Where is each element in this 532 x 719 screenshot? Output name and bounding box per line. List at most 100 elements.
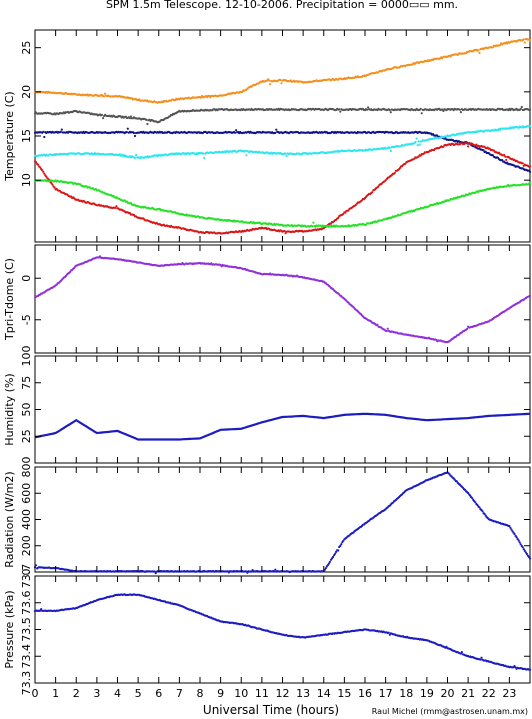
data-point — [420, 112, 423, 115]
series-navy — [33, 127, 532, 173]
x-tick-label: 2 — [73, 687, 80, 700]
series-blue — [34, 412, 531, 441]
data-point — [393, 171, 396, 174]
data-point — [416, 144, 419, 147]
data-point — [339, 110, 342, 113]
data-point — [337, 549, 340, 552]
data-point — [415, 137, 418, 140]
y-tick-label: 25 — [20, 41, 33, 55]
data-point — [517, 539, 520, 542]
data-point — [274, 568, 277, 571]
data-point — [235, 129, 238, 132]
data-point — [340, 543, 343, 546]
data-point — [51, 183, 54, 186]
data-point — [43, 172, 46, 175]
y-tick-label: 200 — [20, 535, 33, 556]
data-point — [60, 128, 63, 131]
y-axis-label: Radiation (W/m2) — [3, 471, 16, 567]
data-point — [146, 122, 149, 126]
panel-1: -5 0 Tpri-Tdome (C) — [3, 244, 532, 354]
data-point — [329, 222, 333, 225]
data-point — [528, 125, 532, 128]
data-point — [114, 206, 117, 209]
data-point — [126, 127, 129, 130]
data-point — [42, 130, 45, 133]
data-point — [366, 108, 369, 111]
data-point — [513, 532, 516, 536]
data-point — [43, 135, 46, 139]
data-point — [371, 191, 374, 194]
data-point — [481, 510, 484, 513]
y-tick-label: 15 — [20, 129, 33, 143]
data-point — [268, 79, 271, 82]
data-point — [115, 205, 118, 208]
data-point — [133, 156, 137, 159]
x-tick-label: 4 — [114, 687, 121, 700]
series-blue — [33, 593, 532, 671]
data-point — [269, 83, 272, 86]
data-point — [386, 327, 389, 330]
data-point — [45, 175, 48, 178]
data-point — [459, 111, 462, 114]
series-line — [34, 412, 531, 441]
y-tick-label: 73.6 — [20, 591, 33, 616]
data-point — [414, 140, 417, 144]
y-axis-label: Tpri-Tdome (C) — [3, 258, 16, 341]
data-point — [479, 658, 482, 661]
x-tick-label: 15 — [337, 687, 351, 700]
x-tick-label: 18 — [399, 687, 413, 700]
data-point — [528, 557, 532, 560]
data-point — [337, 216, 340, 219]
x-tick-label: 5 — [135, 687, 142, 700]
data-point — [202, 152, 205, 155]
y-tick-label: 73.4 — [20, 644, 33, 669]
y-tick-label: 600 — [20, 483, 33, 504]
y-tick-label: 10 — [20, 173, 33, 187]
data-point — [37, 163, 40, 166]
x-tick-label: 0 — [32, 687, 39, 700]
y-tick-label: 800 — [20, 457, 33, 478]
panel-frame — [34, 575, 531, 684]
y-tick-label: 100 — [20, 346, 33, 367]
data-point — [133, 134, 137, 138]
data-point — [285, 154, 288, 157]
x-tick-label: 21 — [461, 687, 475, 700]
data-point — [419, 154, 422, 157]
data-point — [528, 668, 532, 671]
data-point — [275, 128, 278, 131]
x-tick-label: 8 — [197, 687, 204, 700]
data-point — [312, 221, 315, 224]
data-point — [388, 146, 391, 150]
data-point — [521, 546, 524, 549]
data-point — [280, 82, 283, 85]
data-point — [528, 182, 532, 185]
panel-0: 10 15 20 25 Temperature (C) — [3, 29, 532, 243]
data-point — [528, 294, 532, 297]
data-point — [385, 329, 388, 333]
series-red — [33, 141, 532, 235]
data-point — [347, 209, 350, 212]
data-point — [234, 131, 237, 134]
x-tick-label: 10 — [234, 687, 248, 700]
data-point — [504, 155, 507, 158]
data-point — [466, 142, 469, 145]
data-point — [518, 541, 521, 544]
data-point — [417, 140, 420, 143]
data-point — [338, 108, 341, 111]
data-point — [466, 327, 469, 330]
y-tick-label: 25 — [20, 429, 33, 443]
series-gray — [33, 105, 532, 126]
x-tick-label: 19 — [420, 687, 434, 700]
x-tick-label: 11 — [255, 687, 269, 700]
data-point — [34, 161, 38, 164]
y-axis-label: Temperature (C) — [3, 91, 16, 181]
panel-frame — [34, 466, 531, 573]
data-point — [389, 111, 392, 114]
x-tick-label: 16 — [358, 687, 372, 700]
x-tick-label: 20 — [441, 687, 455, 700]
y-tick-label: 0 — [20, 275, 33, 282]
data-point — [477, 49, 480, 52]
x-tick-label: 1 — [52, 687, 59, 700]
x-tick-label: 3 — [93, 687, 100, 700]
